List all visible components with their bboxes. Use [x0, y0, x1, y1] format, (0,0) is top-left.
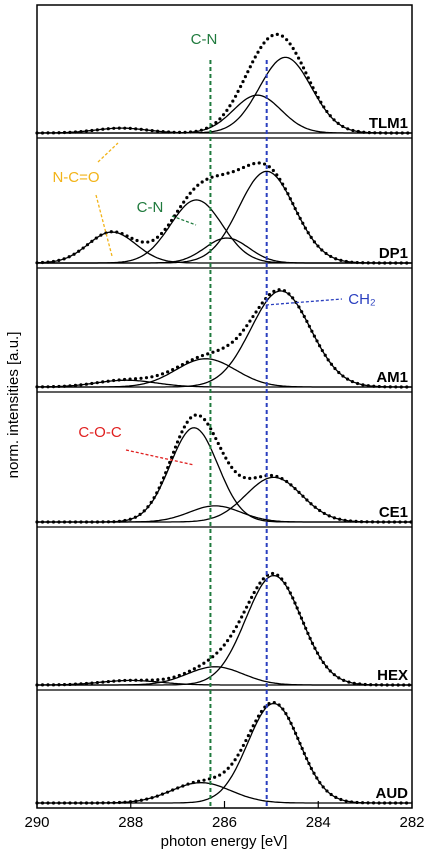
- x-tick-label: 284: [306, 814, 331, 831]
- spectrum-dots: [35, 413, 414, 524]
- spectrum-dots: [35, 288, 414, 389]
- spectrum-dots: [35, 700, 414, 805]
- annotation-leader: [97, 142, 119, 163]
- fit-component: [37, 199, 412, 264]
- annotation: C-N: [191, 31, 218, 48]
- fit-component: [37, 702, 412, 804]
- annotation: N-C=O: [52, 169, 99, 186]
- spectrum-dots: [35, 571, 414, 687]
- plot-frame: [36, 4, 413, 809]
- annotation: C-N: [137, 199, 164, 216]
- x-tick-label: 282: [399, 814, 424, 831]
- fit-component: [37, 290, 412, 388]
- annotation: CH₂: [348, 291, 376, 308]
- x-tick-label: 288: [118, 814, 143, 831]
- panel-label: AM1: [376, 369, 408, 386]
- y-axis-label: norm. intensities [a.u.]: [5, 332, 22, 479]
- panel-label: TLM1: [369, 115, 408, 132]
- annotation-leader: [125, 449, 195, 466]
- spectrum-dots: [35, 32, 414, 135]
- panel-label: CE1: [379, 504, 408, 521]
- fit-component: [37, 56, 412, 134]
- fit-component: [36, 231, 412, 264]
- panel-label: AUD: [376, 785, 409, 802]
- x-tick-label: 290: [24, 814, 49, 831]
- annotation: C-O-C: [78, 424, 121, 441]
- fit-component: [37, 476, 412, 523]
- panel-label: HEX: [377, 667, 408, 684]
- annotation-leader: [171, 215, 197, 226]
- fit-component: [37, 170, 412, 264]
- fit-component: [37, 574, 412, 686]
- annotation-leader: [265, 298, 343, 306]
- panel-label: DP1: [379, 245, 408, 262]
- fit-component: [37, 127, 412, 134]
- fit-component: [37, 505, 412, 523]
- fit-component: [37, 427, 412, 523]
- annotation-leader: [95, 194, 113, 257]
- x-tick-label: 286: [212, 814, 237, 831]
- x-axis-label: photon energy [eV]: [161, 833, 288, 850]
